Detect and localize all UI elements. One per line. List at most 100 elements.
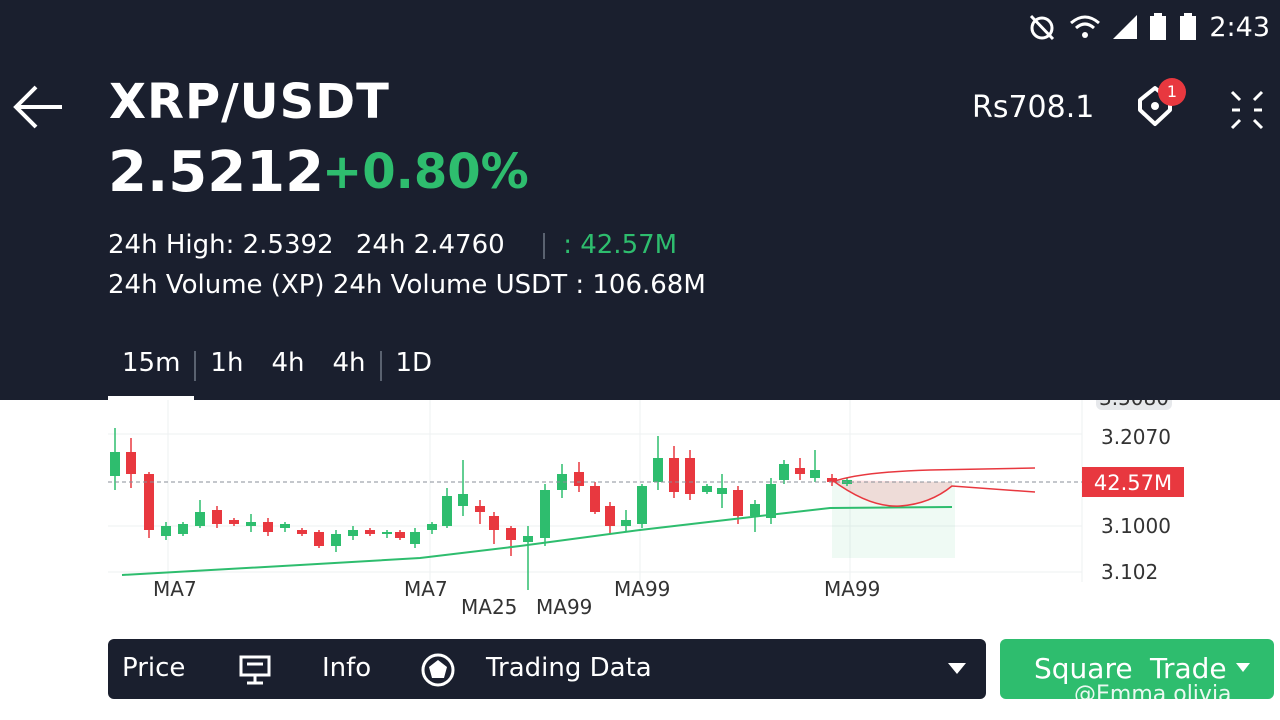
alarm-off-icon xyxy=(1030,14,1055,41)
price-alert-icon[interactable] xyxy=(1130,80,1180,132)
candle-body xyxy=(178,524,188,534)
volume-usdt: Volume USDT : 106.68M xyxy=(390,270,706,300)
candle-body xyxy=(506,528,516,540)
alert-badge: 1 xyxy=(1158,78,1186,106)
candle-body xyxy=(810,470,820,478)
ma-line-green xyxy=(121,506,953,576)
battery-icon xyxy=(1150,13,1167,40)
candle-body xyxy=(331,534,341,546)
ma-label: MA25 xyxy=(461,595,517,619)
ma-label: MA7 xyxy=(153,577,197,601)
candle-body xyxy=(717,488,727,494)
ma-label: MA99 xyxy=(824,577,880,601)
watermark: @Emma olivia xyxy=(1074,682,1232,707)
price-tab[interactable]: Price xyxy=(122,653,186,683)
candle-body xyxy=(489,516,499,530)
battery-icon xyxy=(1180,13,1197,40)
header-panel xyxy=(0,0,1280,400)
volume-usdt-prefix: 24h xyxy=(332,270,383,300)
tab-4h-2[interactable]: 4h xyxy=(332,348,366,378)
stats-row-2: 24h Volume (XP) 24h Volume USDT : 106.68… xyxy=(108,270,706,300)
candle-body xyxy=(669,458,679,492)
ma-line-red-upper xyxy=(831,467,1036,483)
candle-body xyxy=(348,530,358,536)
interval-tabs: 15m 1h 4h 4h 1D xyxy=(108,346,446,400)
candle-body xyxy=(766,484,776,518)
candle-body xyxy=(246,522,256,526)
trading-data-tab[interactable]: Trading Data xyxy=(486,653,652,683)
price-label-4: 3.102 xyxy=(1101,560,1158,584)
candle-body xyxy=(540,490,550,538)
candle-body xyxy=(365,530,375,534)
back-arrow-icon[interactable] xyxy=(12,82,68,132)
square-trade-button[interactable]: Square Trade xyxy=(1000,639,1274,699)
ma-line-red-lower xyxy=(831,479,1036,507)
volume-xrp: 24h Volume (XP) xyxy=(108,270,325,300)
candle-body xyxy=(458,494,468,506)
projection-red-area xyxy=(832,480,952,507)
tab-1d[interactable]: 1D xyxy=(395,348,433,378)
wifi-icon xyxy=(1070,15,1101,38)
candle-body xyxy=(395,532,405,538)
candle-body xyxy=(574,472,584,486)
candle-body xyxy=(637,486,647,524)
candle-body xyxy=(590,486,600,512)
candle-body xyxy=(653,458,663,482)
candle-body xyxy=(110,452,120,476)
candle-body xyxy=(280,524,290,528)
signal-icon xyxy=(1113,15,1138,39)
divider xyxy=(542,232,545,259)
price-label-3: 3.1000 xyxy=(1101,514,1171,538)
candle-body xyxy=(685,458,695,494)
candle-body xyxy=(795,468,805,474)
last-price: 2.5212 xyxy=(108,140,325,205)
info-tab[interactable]: Info xyxy=(322,653,372,683)
price-label-2: 3.2070 xyxy=(1101,425,1171,449)
candle-body xyxy=(297,530,307,534)
volume-value: : 42.57M xyxy=(563,230,678,260)
clock: 2:43 xyxy=(1209,11,1270,43)
divider xyxy=(379,351,382,381)
status-bar: 2:43 xyxy=(1027,10,1270,44)
high-24h: 24h High: 2.5392 xyxy=(108,230,334,260)
candle-body xyxy=(750,504,760,516)
candle-body xyxy=(314,532,324,546)
candle-body xyxy=(475,506,485,512)
candle-body xyxy=(442,496,452,526)
bottom-nav: Price Info Trading Data xyxy=(108,639,986,699)
ma-label: MA99 xyxy=(614,577,670,601)
low-24h: 24h 2.4760 xyxy=(355,230,505,260)
svg-text:42.57M: 42.57M xyxy=(1094,471,1172,495)
trade-label[interactable]: Trade xyxy=(1150,652,1227,685)
candle-body xyxy=(702,486,712,492)
candlestick-chart[interactable]: 3.5080 3.2070 42.57M 3.1000 3.102 MA7 MA… xyxy=(0,400,1280,630)
price-change: +0.80% xyxy=(322,144,529,200)
price-label-1: 3.5080 xyxy=(1096,400,1172,410)
candle-body xyxy=(263,522,273,532)
square-label[interactable]: Square xyxy=(1034,652,1133,685)
pentagon-icon[interactable] xyxy=(420,652,456,688)
candle-body xyxy=(523,536,533,542)
current-price-tag: 42.57M xyxy=(1082,467,1184,497)
candle-body xyxy=(144,474,154,530)
pair-title: XRP/USDT xyxy=(109,74,390,130)
tab-1h[interactable]: 1h xyxy=(210,348,244,378)
monitor-icon[interactable] xyxy=(238,654,272,686)
balance: Rs708.1 xyxy=(972,90,1095,125)
tab-4h[interactable]: 4h xyxy=(271,348,305,378)
divider xyxy=(194,351,197,381)
tab-15m[interactable]: 15m xyxy=(108,346,195,400)
candle-body xyxy=(410,532,420,544)
caret-down-icon[interactable] xyxy=(1236,663,1250,673)
chevron-down-icon[interactable] xyxy=(948,663,966,675)
candle-body xyxy=(605,506,615,526)
candle-body xyxy=(212,510,222,524)
candle-body xyxy=(382,532,392,534)
ma-label: MA7 xyxy=(404,577,448,601)
fullscreen-icon[interactable] xyxy=(1228,88,1266,132)
ma-label: MA99 xyxy=(536,595,592,619)
candle-body xyxy=(126,452,136,474)
candle-body xyxy=(733,490,743,516)
candle-body xyxy=(195,512,205,526)
candle-body xyxy=(779,464,789,480)
